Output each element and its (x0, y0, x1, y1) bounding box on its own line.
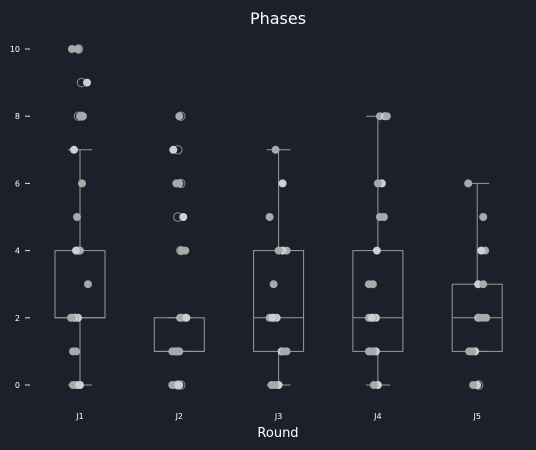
iqr-box (54, 250, 106, 319)
data-point (367, 313, 376, 322)
y-tick-label: 4 (15, 247, 20, 256)
data-point (375, 213, 384, 221)
data-point (174, 381, 183, 389)
data-point (83, 78, 91, 87)
x-axis-label: Round (257, 426, 298, 441)
data-point (265, 213, 274, 221)
iqr-box (153, 317, 205, 352)
x-tick-label: J2 (175, 412, 183, 421)
data-point (274, 246, 283, 255)
data-point (70, 145, 78, 154)
y-tick-label: 0 (15, 381, 20, 390)
data-point (69, 381, 77, 389)
data-point (477, 246, 486, 255)
data-point (68, 313, 76, 322)
data-point (177, 246, 186, 255)
iqr-box (253, 250, 305, 352)
data-point (75, 381, 83, 389)
data-point (73, 213, 81, 221)
data-point (79, 112, 87, 121)
data-point (69, 347, 77, 356)
data-point (78, 179, 86, 188)
data-point (84, 280, 92, 289)
x-tick-label: J5 (472, 412, 480, 421)
data-point (479, 213, 488, 221)
box-j5 (451, 182, 503, 352)
data-point (282, 347, 291, 356)
data-point (475, 313, 484, 322)
data-point (373, 179, 382, 188)
data-point (72, 246, 80, 255)
x-tick-label: J4 (373, 412, 381, 421)
data-point (382, 112, 391, 121)
strip-points (67, 44, 491, 390)
data-point (269, 280, 278, 289)
data-point (179, 213, 188, 221)
data-point (175, 112, 184, 121)
x-tick-label: J1 (75, 412, 83, 421)
y-tick-label: 6 (15, 179, 20, 188)
y-axis: 0 2 4 6 8 10 (10, 45, 30, 390)
data-point (169, 145, 178, 154)
iqr-box (352, 250, 404, 352)
data-point (182, 313, 191, 322)
data-point (469, 381, 478, 389)
chart-title: Phases (250, 9, 306, 28)
data-point (372, 246, 381, 255)
data-point (74, 45, 82, 53)
data-point (168, 381, 177, 389)
x-tick-label: J3 (274, 412, 282, 421)
data-point (268, 313, 277, 322)
x-axis: J1 J2 J3 J4 J5 (75, 412, 481, 421)
data-point (68, 45, 76, 53)
data-point (364, 347, 373, 356)
data-point (175, 347, 184, 356)
data-point (364, 280, 373, 289)
box-j2 (153, 317, 205, 352)
data-point (278, 179, 287, 188)
data-point (468, 347, 477, 356)
y-tick-label: 8 (15, 112, 20, 121)
data-point (369, 381, 378, 389)
y-tick-label: 2 (15, 314, 20, 323)
data-point (479, 280, 488, 289)
data-point (464, 179, 473, 188)
data-point (175, 179, 184, 188)
data-point (271, 145, 280, 154)
y-tick-label: 10 (10, 45, 20, 54)
data-point (267, 381, 276, 389)
